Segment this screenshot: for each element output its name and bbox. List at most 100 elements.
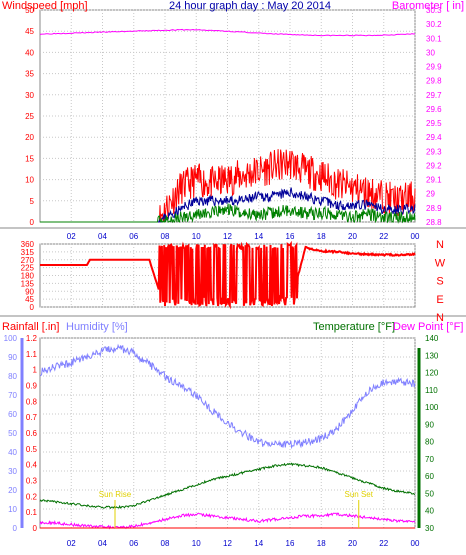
baro-y-tick-label: 29.6 (426, 105, 442, 114)
temp-y-tick-label: 90 (425, 420, 434, 429)
dir-y-tick-label: 135 (21, 279, 35, 288)
dir-y-tick-label: 45 (25, 295, 34, 304)
env-x-tick-label: 18 (317, 539, 326, 548)
humidity-y-tick-label: 20 (8, 486, 17, 495)
compass-label-e: E (436, 294, 443, 306)
wind-x-tick-label: 12 (223, 232, 232, 241)
wind-y-tick-label: 30 (25, 91, 34, 100)
rain-y-tick-label: 0.8 (26, 397, 38, 406)
rain-y-tick-label: 1 (33, 366, 38, 375)
rain-y-tick-label: 0.3 (26, 477, 38, 486)
compass-label-s: S (436, 276, 443, 288)
temp-y-tick-label: 30 (425, 524, 434, 533)
compass-label-n: N (436, 239, 444, 251)
env-x-tick-label: 06 (129, 539, 138, 548)
dewpoint-axis-label: Dew Point [°F] (393, 321, 463, 333)
baro-y-tick-label: 29.2 (426, 161, 442, 170)
dir-y-tick-label: 315 (21, 248, 35, 257)
rain-y-tick-label: 0.9 (26, 382, 38, 391)
wind-x-tick-label: 00 (411, 232, 420, 241)
wind-y-tick-label: 5 (30, 197, 35, 206)
env-x-tick-label: 08 (161, 539, 170, 548)
temperature-line (39, 462, 416, 510)
dir-y-tick-label: 0 (30, 303, 35, 312)
humidity-line (39, 343, 416, 450)
barometer-line (39, 28, 416, 37)
humidity-y-tick-label: 50 (8, 429, 17, 438)
temp-y-tick-label: 40 (425, 507, 434, 516)
wind-y-tick-label: 45 (25, 27, 34, 36)
dewpoint-line (39, 512, 416, 530)
temperature-axis-label: Temperature [°F] (313, 321, 395, 333)
baro-y-tick-label: 29.4 (426, 133, 442, 142)
dir-y-tick-label: 90 (25, 287, 34, 296)
env-x-tick-label: 16 (286, 539, 295, 548)
humidity-y-tick-label: 100 (4, 334, 18, 343)
rain-y-tick-label: 0 (33, 524, 38, 533)
humidity-y-tick-label: 80 (8, 372, 17, 381)
wind-x-tick-label: 10 (192, 232, 201, 241)
baro-y-tick-label: 30.3 (426, 6, 442, 15)
sunrise-label: Sun Rise (99, 490, 132, 499)
sunset-label: Sun Set (345, 490, 374, 499)
wind-x-tick-label: 08 (161, 232, 170, 241)
temp-y-tick-label: 140 (425, 334, 439, 343)
env-x-tick-label: 10 (192, 539, 201, 548)
humidity-y-tick-label: 40 (8, 448, 17, 457)
humidity-y-tick-label: 70 (8, 391, 17, 400)
baro-y-tick-label: 28.9 (426, 204, 442, 213)
baro-y-tick-label: 30 (426, 48, 435, 57)
baro-y-tick-label: 29.9 (426, 63, 442, 72)
baro-y-tick-label: 29 (426, 190, 435, 199)
wind-x-tick-label: 04 (98, 232, 107, 241)
baro-y-tick-label: 29.1 (426, 176, 442, 185)
wind-y-tick-label: 40 (25, 48, 34, 57)
baro-y-tick-label: 30.1 (426, 34, 442, 43)
wind-y-tick-label: 50 (25, 6, 34, 15)
wind-x-tick-label: 16 (286, 232, 295, 241)
dir-y-tick-label: 360 (21, 240, 35, 249)
baro-y-tick-label: 28.8 (426, 218, 442, 227)
dir-y-tick-label: 225 (21, 264, 35, 273)
temp-y-tick-label: 70 (425, 455, 434, 464)
rain-y-tick-label: 0.7 (26, 413, 38, 422)
env-x-tick-label: 14 (254, 539, 263, 548)
humidity-axis-label: Humidity [%] (66, 321, 128, 333)
rain-y-tick-label: 0.5 (26, 445, 38, 454)
env-x-tick-label: 22 (379, 539, 388, 548)
rain-y-tick-label: 1.1 (26, 350, 38, 359)
humidity-y-tick-label: 30 (8, 467, 17, 476)
wind-direction-line (40, 240, 416, 310)
env-x-tick-label: 12 (223, 539, 232, 548)
compass-label-w: W (435, 257, 446, 269)
wind-y-tick-label: 35 (25, 70, 34, 79)
wind-x-tick-label: 06 (129, 232, 138, 241)
baro-y-tick-label: 29.5 (426, 119, 442, 128)
wind-y-tick-label: 25 (25, 112, 34, 121)
env-x-tick-label: 00 (411, 539, 420, 548)
humidity-y-tick-label: 60 (8, 410, 17, 419)
rain-y-tick-label: 0.2 (26, 492, 38, 501)
rain-y-tick-label: 1.2 (26, 334, 38, 343)
wind-x-tick-label: 22 (379, 232, 388, 241)
humidity-y-tick-label: 0 (13, 524, 18, 533)
temp-y-tick-label: 110 (425, 386, 438, 395)
wind-x-tick-label: 18 (317, 232, 326, 241)
baro-y-tick-label: 29.7 (426, 91, 442, 100)
wind-y-tick-label: 10 (25, 176, 34, 185)
wind-x-tick-label: 02 (67, 232, 76, 241)
dir-y-tick-label: 270 (21, 256, 35, 265)
temp-y-tick-label: 100 (425, 403, 439, 412)
baro-y-tick-label: 30.2 (426, 20, 442, 29)
wind-lull-line (40, 203, 416, 224)
compass-label-n: N (436, 312, 444, 324)
temp-y-tick-label: 120 (425, 369, 439, 378)
env-x-tick-label: 04 (98, 539, 107, 548)
barometer-axis-label: Barometer [ in] (392, 0, 464, 12)
baro-y-tick-label: 29.3 (426, 147, 442, 156)
temp-y-tick-label: 130 (425, 351, 439, 360)
dir-y-tick-label: 180 (21, 272, 35, 281)
rain-y-tick-label: 0.4 (26, 461, 38, 470)
rainfall-axis-label: Rainfall [.in] (2, 321, 59, 333)
humidity-y-tick-label: 90 (8, 353, 17, 362)
